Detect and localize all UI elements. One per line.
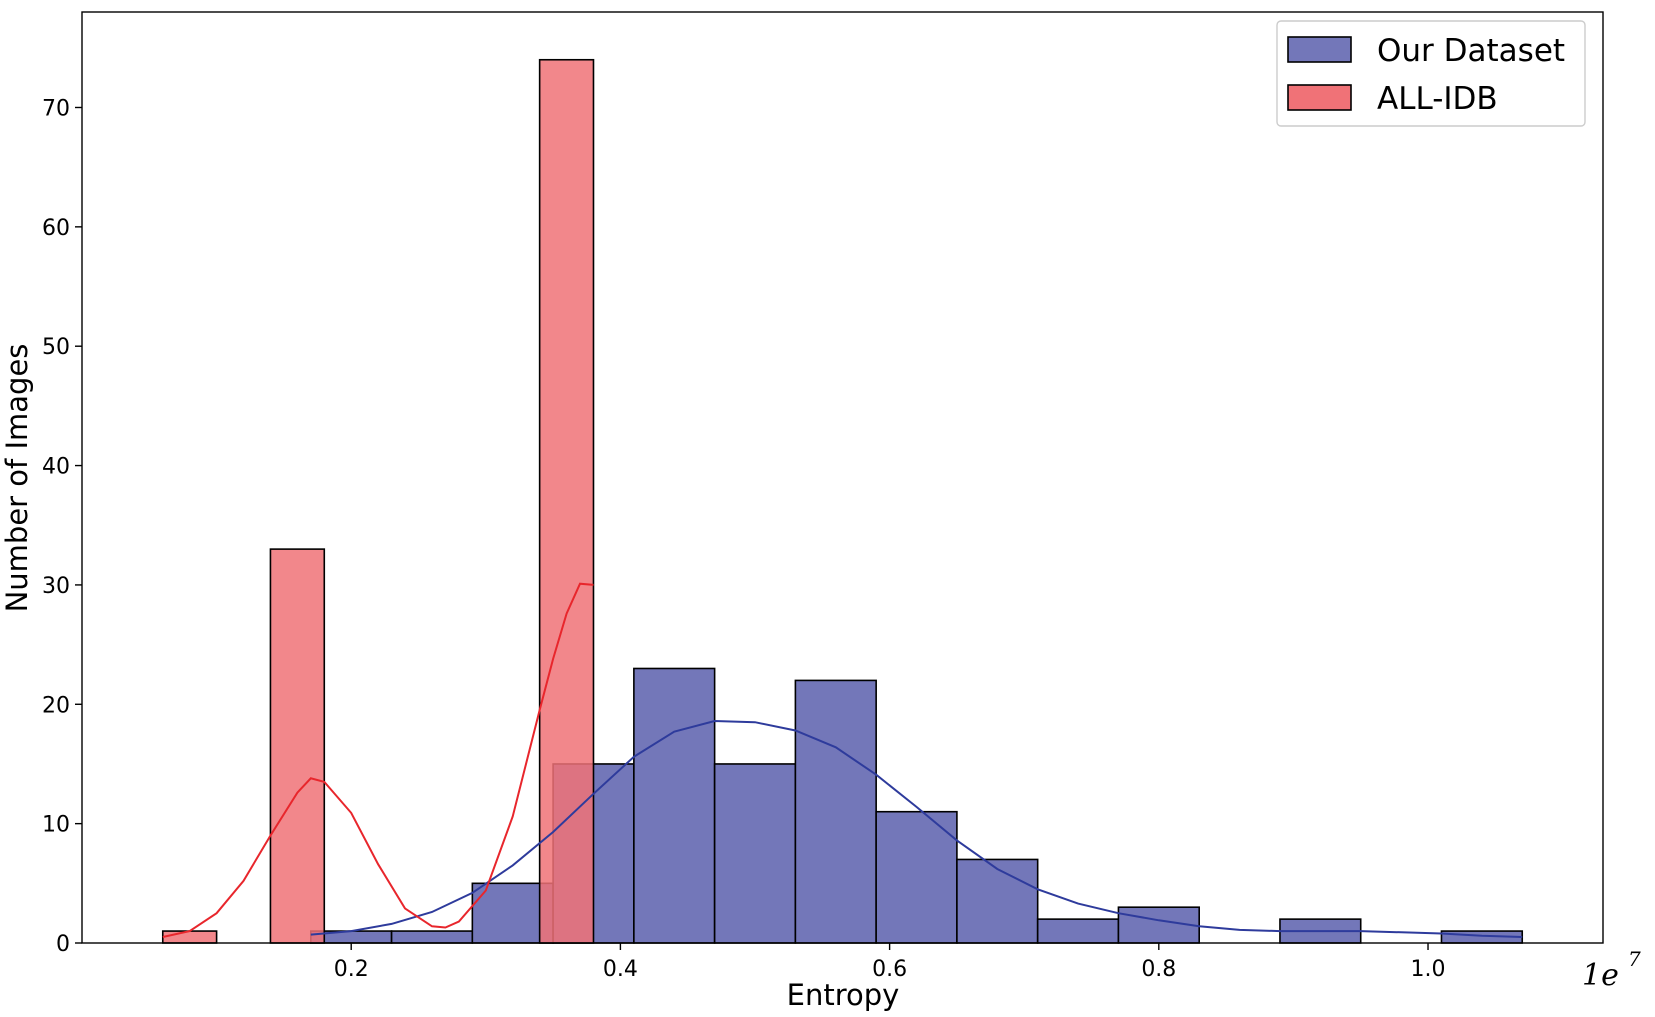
y-tick-label-7: 70 — [42, 96, 70, 121]
bar-1-2 — [538, 58, 595, 944]
bar-0-5 — [713, 763, 797, 944]
bar-0-6 — [794, 679, 877, 944]
x-tick-label-2: 0.6 — [872, 957, 907, 982]
x-tick-label-0: 0.2 — [334, 957, 369, 982]
legend-box — [1276, 20, 1586, 127]
y-tick-label-2: 20 — [42, 693, 70, 718]
axes: 0.2 0.4 0.6 0.8 1.0 0 10 20 30 40 50 60 70 — [42, 11, 1604, 982]
x-tick-label-1: 0.4 — [603, 957, 638, 982]
y-tick-label-1: 10 — [42, 813, 70, 838]
legend-swatch-0 — [1287, 36, 1352, 63]
legend-swatch-1 — [1287, 84, 1352, 111]
bar-1-1 — [269, 548, 326, 944]
bar-0-9 — [1036, 918, 1120, 944]
plot-frame — [81, 11, 1604, 944]
y-tick-label-5: 50 — [42, 335, 70, 360]
legend-label-0: Our Dataset — [1377, 33, 1565, 69]
y-tick-label-0: 0 — [56, 932, 70, 957]
bar-0-8 — [956, 858, 1039, 944]
bar-1-0 — [161, 930, 218, 944]
y-tick-label-3: 30 — [42, 574, 70, 599]
plot-area — [161, 58, 1524, 944]
series-1-bars — [161, 58, 595, 944]
y-tick-label-4: 40 — [42, 455, 70, 480]
x-offset-base: 1e — [1582, 958, 1619, 993]
x-offset-exponent: 7 — [1628, 947, 1641, 971]
kde-curve-1 — [162, 582, 594, 938]
bar-0-7 — [875, 810, 958, 944]
y-axis-title: Number of Images — [0, 344, 34, 613]
bar-0-4 — [633, 667, 716, 944]
legend-label-1: ALL-IDB — [1377, 81, 1498, 117]
kde-curve-0 — [310, 719, 1523, 938]
y-tick-label-6: 60 — [42, 216, 70, 241]
x-axis-title: Entropy — [787, 978, 900, 1012]
x-offset-label: 1e 7 — [1582, 947, 1641, 993]
legend: Our Dataset ALL-IDB — [1276, 20, 1586, 127]
bar-0-1 — [390, 930, 474, 944]
x-tick-label-3: 0.8 — [1141, 957, 1176, 982]
x-tick-label-4: 1.0 — [1411, 957, 1446, 982]
